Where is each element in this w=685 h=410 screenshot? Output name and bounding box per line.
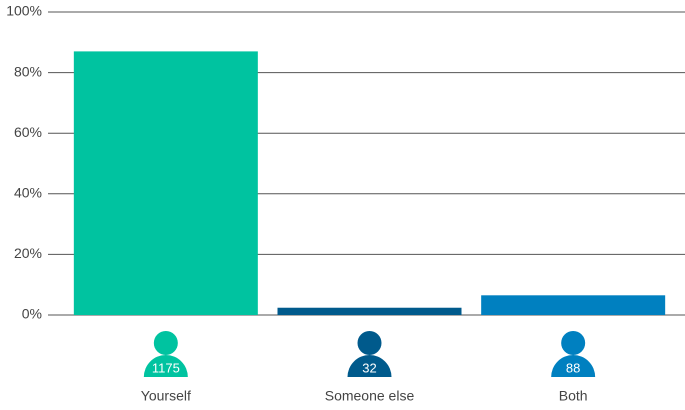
person-head — [561, 331, 586, 355]
bar — [481, 295, 666, 315]
person-body — [347, 355, 392, 377]
y-tick-label: 100% — [6, 3, 42, 19]
x-tick-label: Yourself — [141, 388, 191, 404]
count-label: 88 — [566, 360, 580, 375]
count-label: 32 — [362, 360, 376, 375]
bar — [73, 51, 258, 315]
person-body — [143, 355, 188, 377]
y-tick-label: 20% — [14, 245, 42, 261]
y-tick-label: 60% — [14, 124, 42, 140]
count-label: 1175 — [152, 360, 180, 375]
x-tick-label: Both — [559, 388, 588, 404]
y-tick-label: 40% — [14, 185, 42, 201]
y-tick-label: 0% — [22, 306, 42, 322]
y-tick-label: 80% — [14, 63, 42, 79]
person-head — [153, 331, 178, 355]
bar — [277, 307, 462, 315]
person-head — [357, 331, 382, 355]
x-tick-label: Someone else — [325, 388, 415, 404]
person-body — [551, 355, 596, 377]
